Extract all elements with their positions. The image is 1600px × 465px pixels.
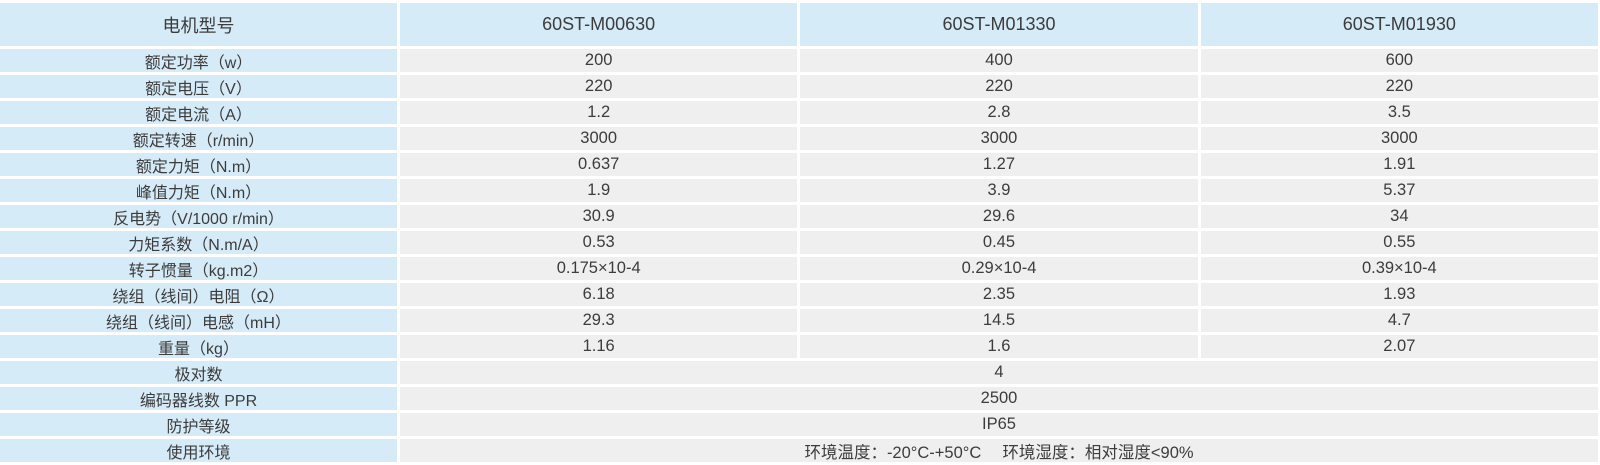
cell-rated-speed-2: 3000	[800, 127, 1198, 150]
header-cell-model-1: 60ST-M00630	[400, 3, 798, 46]
row-label-rated-power: 额定功率（w）	[0, 49, 397, 72]
cell-protection-rating: IP65	[400, 413, 1598, 436]
row-label-protection-rating: 防护等级	[0, 413, 397, 436]
cell-rated-power-3: 600	[1200, 49, 1598, 72]
row-label-operating-environment: 使用环境	[0, 439, 397, 462]
row-label-back-emf: 反电势（V/1000 r/min）	[0, 205, 397, 228]
header-cell-model-3: 60ST-M01930	[1200, 3, 1598, 46]
cell-pole-pairs: 4	[400, 361, 1598, 384]
cell-rated-voltage-2: 220	[800, 75, 1198, 98]
row-label-rated-voltage: 额定电压（V）	[0, 75, 397, 98]
row-label-pole-pairs: 极对数	[0, 361, 397, 384]
cell-weight-1: 1.16	[400, 335, 798, 358]
cell-rated-voltage-1: 220	[400, 75, 798, 98]
row-label-rotor-inertia: 转子惯量（kg.m2）	[0, 257, 397, 280]
cell-rated-torque-2: 1.27	[800, 153, 1198, 176]
cell-back-emf-2: 29.6	[800, 205, 1198, 228]
row-label-rated-current: 额定电流（A）	[0, 101, 397, 124]
cell-winding-inductance-2: 14.5	[800, 309, 1198, 332]
row-label-weight: 重量（kg）	[0, 335, 397, 358]
header-cell-model-2: 60ST-M01330	[800, 3, 1198, 46]
cell-torque-constant-2: 0.45	[800, 231, 1198, 254]
cell-winding-resistance-3: 1.93	[1200, 283, 1598, 306]
cell-rated-torque-1: 0.637	[400, 153, 798, 176]
cell-back-emf-1: 30.9	[400, 205, 798, 228]
row-label-rated-torque: 额定力矩（N.m）	[0, 153, 397, 176]
cell-winding-resistance-1: 6.18	[400, 283, 798, 306]
row-label-rated-speed: 额定转速（r/min）	[0, 127, 397, 150]
cell-winding-inductance-3: 4.7	[1200, 309, 1598, 332]
cell-rated-voltage-3: 220	[1200, 75, 1598, 98]
cell-rated-power-1: 200	[400, 49, 798, 72]
cell-rotor-inertia-2: 0.29×10-4	[800, 257, 1198, 280]
cell-peak-torque-2: 3.9	[800, 179, 1198, 202]
row-label-winding-resistance: 绕组（线间）电阻（Ω）	[0, 283, 397, 306]
cell-rated-current-1: 1.2	[400, 101, 798, 124]
cell-back-emf-3: 34	[1200, 205, 1598, 228]
cell-peak-torque-3: 5.37	[1200, 179, 1598, 202]
row-label-torque-constant: 力矩系数（N.m/A）	[0, 231, 397, 254]
cell-weight-3: 2.07	[1200, 335, 1598, 358]
cell-torque-constant-1: 0.53	[400, 231, 798, 254]
row-label-winding-inductance: 绕组（线间）电感（mH）	[0, 309, 397, 332]
cell-weight-2: 1.6	[800, 335, 1198, 358]
cell-rated-current-2: 2.8	[800, 101, 1198, 124]
cell-rated-speed-1: 3000	[400, 127, 798, 150]
cell-rated-speed-3: 3000	[1200, 127, 1598, 150]
cell-rotor-inertia-1: 0.175×10-4	[400, 257, 798, 280]
cell-encoder-lines: 2500	[400, 387, 1598, 410]
cell-winding-inductance-1: 29.3	[400, 309, 798, 332]
cell-rated-current-3: 3.5	[1200, 101, 1598, 124]
row-label-peak-torque: 峰值力矩（N.m）	[0, 179, 397, 202]
cell-peak-torque-1: 1.9	[400, 179, 798, 202]
cell-operating-environment: 环境温度：-20°C-+50°C 环境湿度：相对湿度<90%	[400, 439, 1598, 462]
cell-rated-power-2: 400	[800, 49, 1198, 72]
cell-rated-torque-3: 1.91	[1200, 153, 1598, 176]
header-cell-model-label: 电机型号	[0, 3, 397, 46]
cell-winding-resistance-2: 2.35	[800, 283, 1198, 306]
row-label-encoder-lines: 编码器线数 PPR	[0, 387, 397, 410]
cell-rotor-inertia-3: 0.39×10-4	[1200, 257, 1598, 280]
cell-torque-constant-3: 0.55	[1200, 231, 1598, 254]
